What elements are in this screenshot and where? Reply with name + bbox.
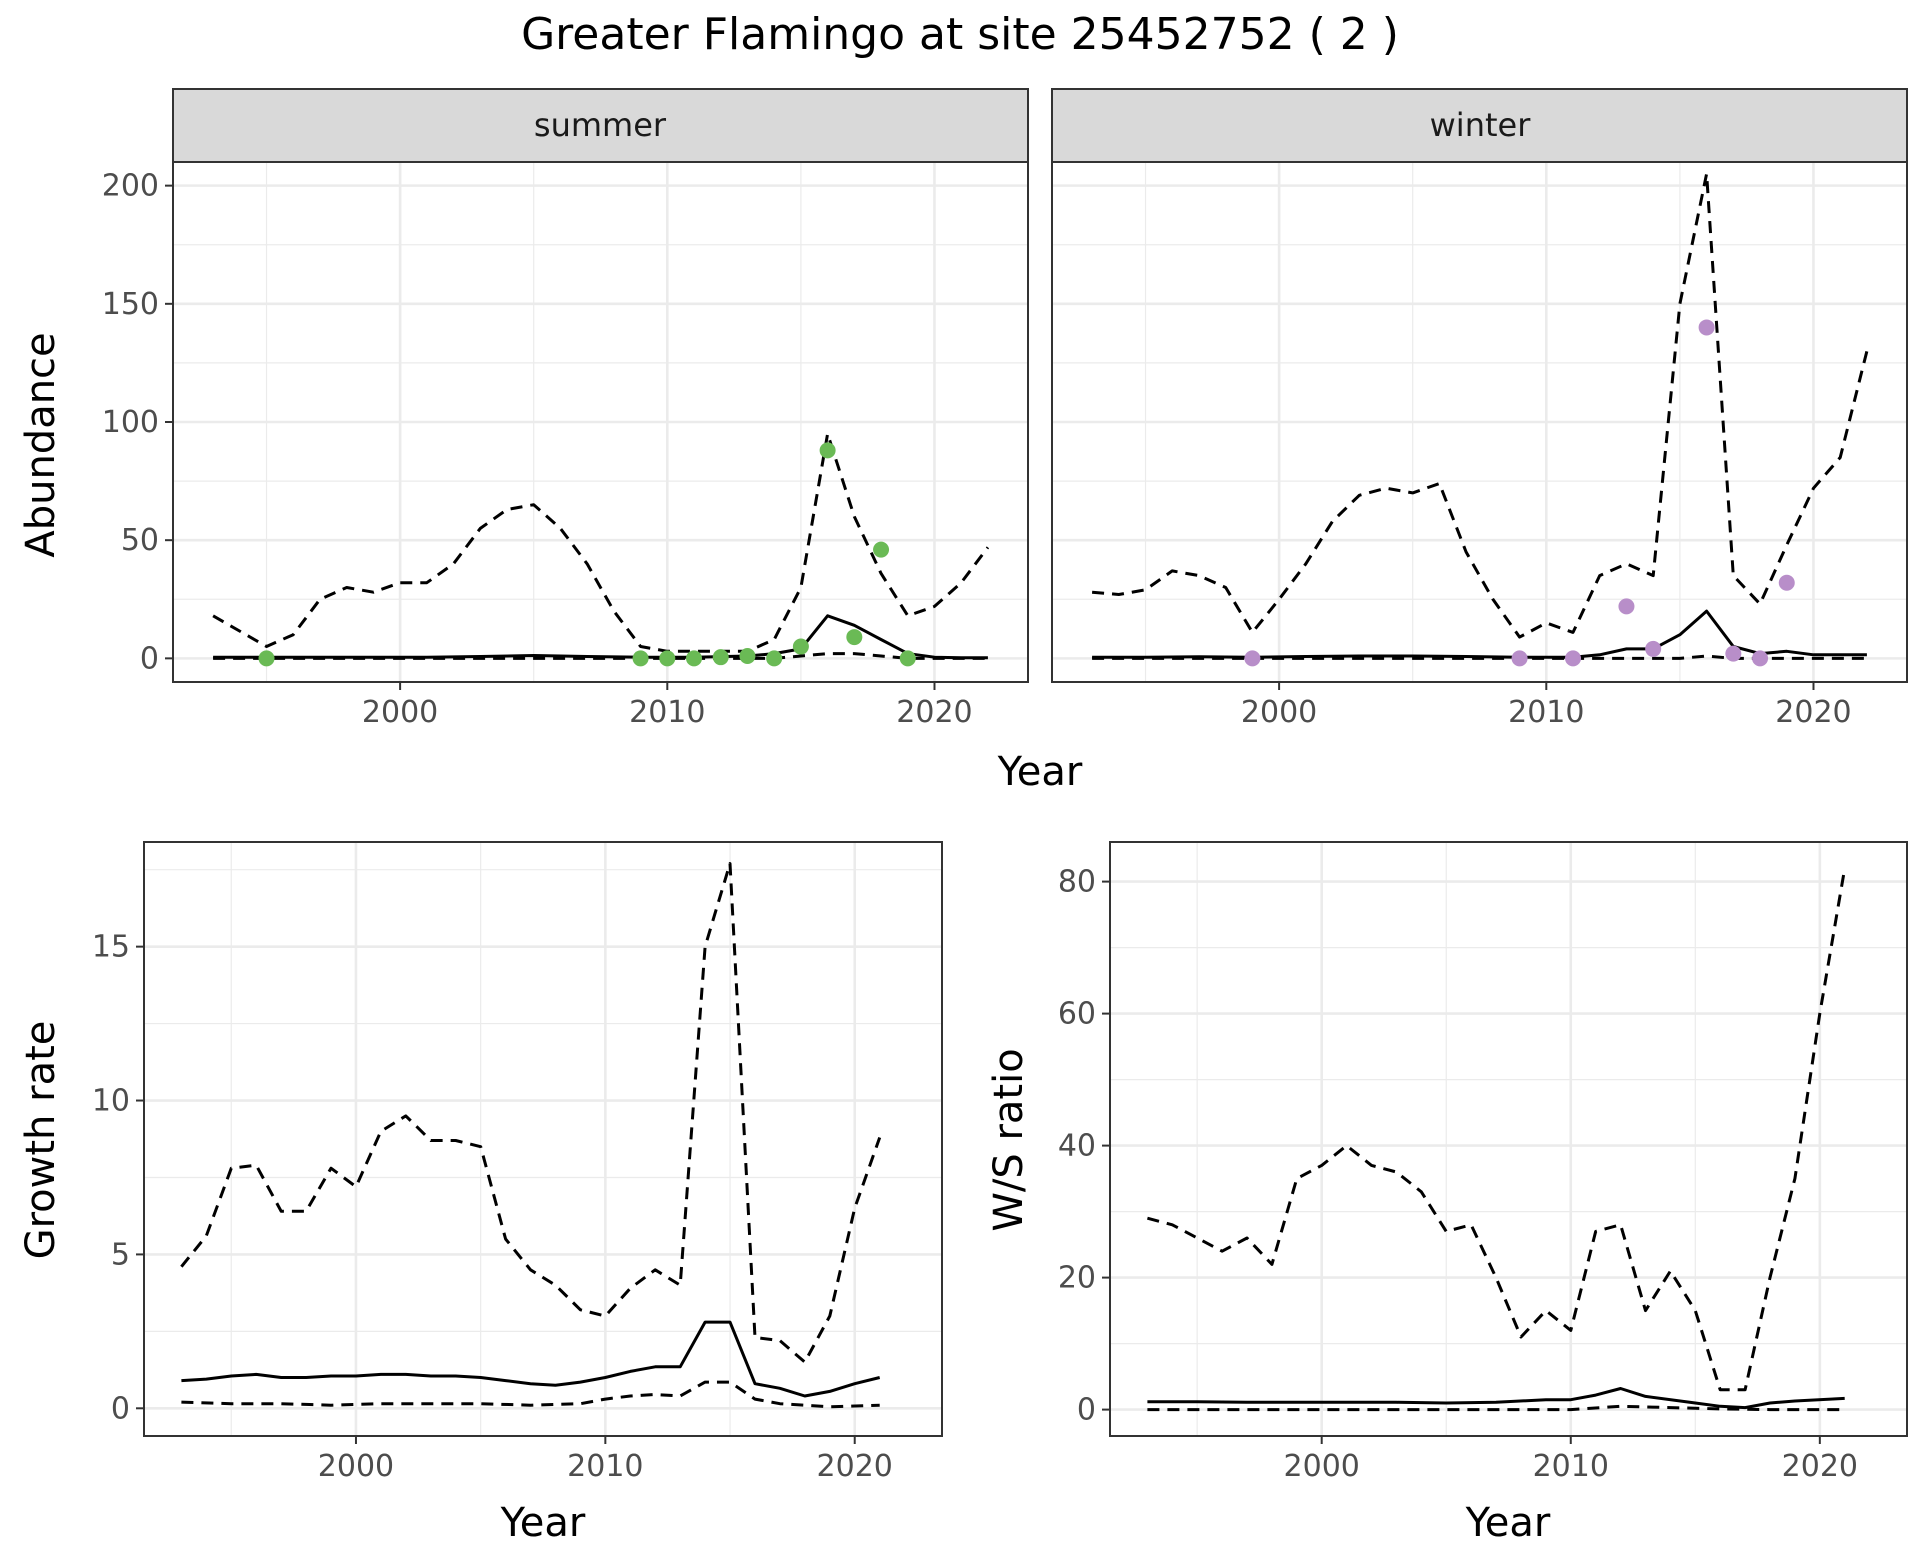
data-point [686, 650, 703, 667]
series-line-solid [1147, 1387, 1845, 1410]
y-tick-label: 0 [111, 1391, 130, 1426]
data-point [1725, 645, 1742, 662]
x-tick-label: 2000 [1241, 695, 1317, 730]
panel-border-ratio [1109, 841, 1908, 1437]
data-point [1511, 650, 1528, 667]
growth-x-axis-title: Year [500, 1500, 586, 1546]
x-tick-label: 2000 [362, 695, 438, 730]
facet-summer: summer [172, 88, 1029, 163]
x-tick-label: 2010 [567, 1449, 643, 1484]
data-point [659, 650, 676, 667]
data-point [258, 650, 275, 667]
data-point [1565, 650, 1582, 667]
data-point [873, 541, 890, 558]
growth-y-axis-title: Growth rate [18, 1021, 64, 1260]
series-line-dashed-upper [1147, 868, 1847, 1392]
data-point [1244, 650, 1261, 667]
y-tick-label: 15 [92, 930, 130, 965]
panel-ratio: 2000 2010 2020 0 20 40 60 80 [1058, 841, 1908, 1484]
y-tick-label: 150 [102, 287, 159, 322]
data-point [632, 650, 649, 667]
x-tick-label: 2010 [1533, 1449, 1609, 1484]
data-point [792, 638, 809, 655]
x-tick-label: 2000 [1284, 1449, 1360, 1484]
data-point [1778, 574, 1795, 591]
y-tick-label: 60 [1058, 997, 1096, 1032]
panel-summer: 2000 2010 2020 0 50 100 150 200 [102, 161, 1029, 730]
facet-strip-winter [1051, 88, 1908, 163]
x-tick-label: 2010 [1508, 695, 1584, 730]
x-tick-label: 2020 [896, 695, 972, 730]
ratio-x-axis-title: Year [1465, 1500, 1551, 1546]
data-point [1698, 319, 1715, 336]
facet-label-summer: summer [534, 106, 667, 144]
facet-winter: winter [1051, 88, 1908, 163]
data-point [819, 442, 836, 459]
x-tick-label: 2020 [1782, 1449, 1858, 1484]
facet-label-winter: winter [1430, 106, 1532, 144]
data-point [766, 650, 783, 667]
y-tick-label: 5 [111, 1237, 130, 1272]
abundance-y-axis-title: Abundance [18, 332, 64, 557]
series-line-solid [181, 1320, 881, 1398]
y-tick-label: 80 [1058, 865, 1096, 900]
panel-border-winter [1051, 161, 1908, 683]
series-line-solid [1092, 609, 1867, 659]
y-tick-label: 0 [1077, 1393, 1096, 1428]
figure-title: Greater Flamingo at site 25452752 ( 2 ) [521, 9, 1399, 60]
y-tick-label: 20 [1058, 1261, 1096, 1296]
x-tick-label: 2020 [1775, 695, 1851, 730]
y-tick-label: 40 [1058, 1129, 1096, 1164]
series-line-dashed-upper [212, 432, 990, 653]
data-point [846, 629, 863, 646]
x-tick-label: 2000 [318, 1449, 394, 1484]
plot-background-growth [144, 842, 942, 1436]
plot-background-ratio [1110, 842, 1907, 1436]
data-point [712, 649, 729, 666]
data-point [1752, 650, 1769, 667]
ratio-y-axis-title: W/S ratio [986, 1048, 1032, 1231]
abundance-x-axis-title: Year [997, 749, 1083, 795]
data-point [739, 648, 756, 664]
y-tick-label: 50 [121, 523, 159, 558]
data-point [899, 650, 916, 667]
panel-growth: 2000 2010 2020 0 5 10 15 [92, 841, 943, 1484]
series-line-dashed-upper [180, 862, 882, 1364]
data-point [1618, 598, 1635, 615]
y-tick-label: 0 [140, 641, 159, 676]
series-line-dashed-lower [213, 652, 988, 660]
y-tick-label: 100 [102, 405, 159, 440]
panel-border-growth [143, 841, 943, 1437]
y-tick-label: 200 [102, 169, 159, 204]
data-point [1645, 640, 1662, 657]
y-tick-label: 10 [92, 1084, 130, 1119]
x-tick-label: 2020 [817, 1449, 893, 1484]
series-line-dashed-upper [1091, 172, 1869, 639]
series-line-dashed-lower [181, 1380, 880, 1409]
series-line-dashed-lower [1092, 654, 1867, 660]
panel-winter: 2000 2010 2020 [1051, 161, 1908, 730]
x-tick-label: 2010 [629, 695, 705, 730]
facet-strip-summer [172, 88, 1029, 163]
